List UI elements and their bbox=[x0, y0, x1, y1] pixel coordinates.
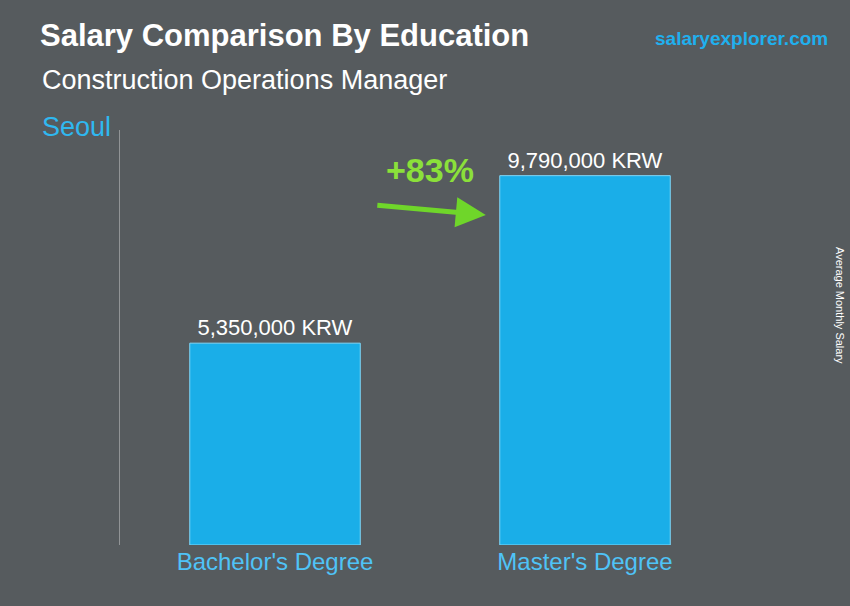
svg-text:Bachelor's Degree: Bachelor's Degree bbox=[177, 548, 374, 575]
svg-text:salaryexplorer.com: salaryexplorer.com bbox=[655, 28, 828, 49]
svg-text:Average Monthly Salary: Average Monthly Salary bbox=[834, 247, 846, 364]
svg-text:9,790,000 KRW: 9,790,000 KRW bbox=[507, 148, 662, 173]
svg-text:+83%: +83% bbox=[386, 151, 474, 189]
svg-text:Salary Comparison By Education: Salary Comparison By Education bbox=[40, 18, 529, 53]
svg-text:Seoul: Seoul bbox=[42, 112, 111, 142]
svg-text:Construction Operations Manage: Construction Operations Manager bbox=[42, 65, 447, 95]
svg-text:Master's Degree: Master's Degree bbox=[497, 548, 672, 575]
svg-text:5,350,000 KRW: 5,350,000 KRW bbox=[197, 315, 352, 340]
